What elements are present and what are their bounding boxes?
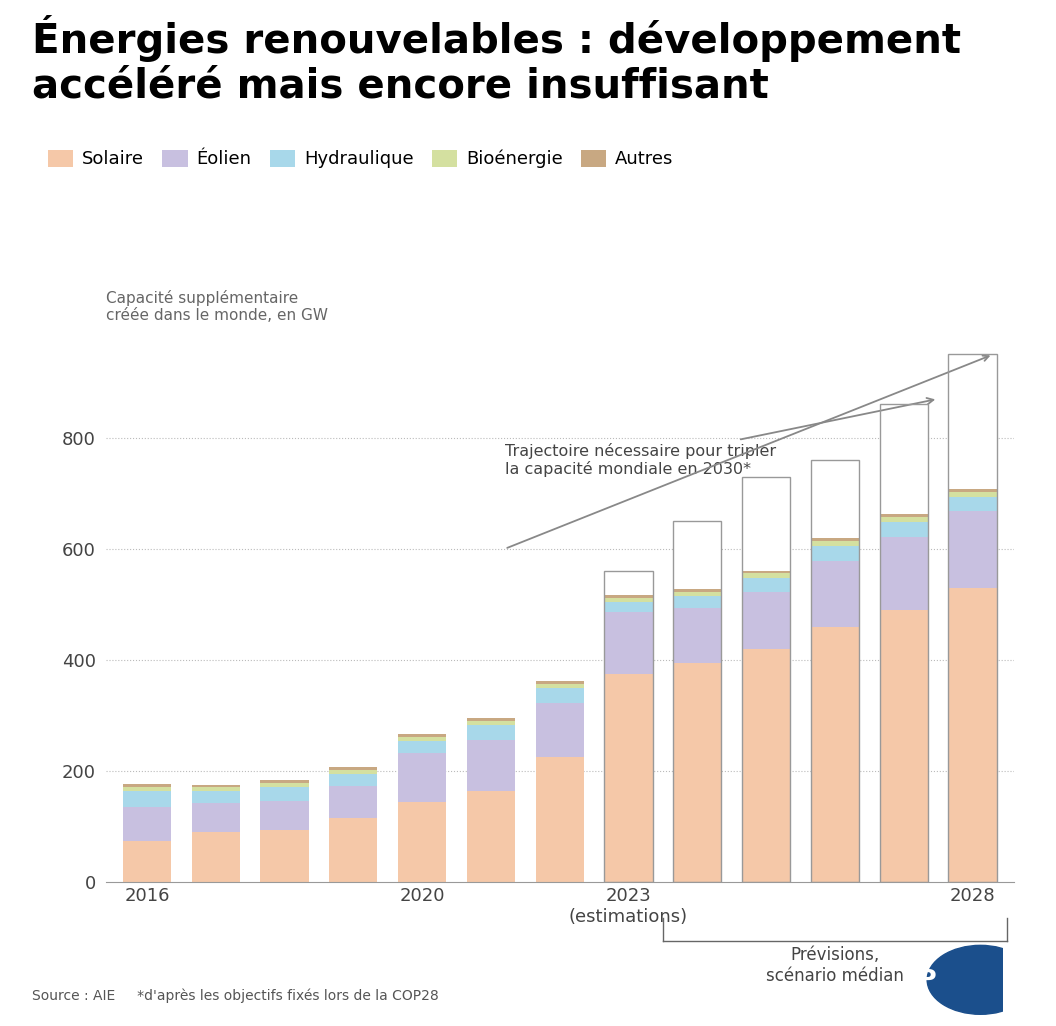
Bar <box>742 477 790 570</box>
Bar <box>880 521 928 537</box>
Bar <box>604 571 653 595</box>
Bar <box>191 803 240 832</box>
Bar <box>122 784 171 787</box>
Bar <box>122 840 171 882</box>
Bar <box>467 740 515 791</box>
Bar <box>811 627 859 882</box>
Bar <box>398 801 446 882</box>
Bar <box>948 354 997 489</box>
Text: 2016: 2016 <box>125 887 170 906</box>
Bar <box>742 570 790 574</box>
Bar <box>811 561 859 627</box>
Bar <box>467 791 515 882</box>
Bar <box>122 807 171 840</box>
Bar <box>398 753 446 801</box>
Bar <box>261 780 308 783</box>
Bar <box>948 492 997 498</box>
Bar <box>191 787 240 791</box>
Bar <box>604 674 653 882</box>
Bar <box>535 757 584 882</box>
Legend: Solaire, Éolien, Hydraulique, Bioénergie, Autres: Solaire, Éolien, Hydraulique, Bioénergie… <box>41 143 681 175</box>
Bar <box>880 404 928 514</box>
Text: Source : AIE     *d'après les objectifs fixés lors de la COP28: Source : AIE *d'après les objectifs fixé… <box>32 989 438 1003</box>
Bar <box>674 663 721 882</box>
Bar <box>674 521 721 882</box>
Bar <box>398 741 446 753</box>
Bar <box>674 592 721 596</box>
Bar <box>261 787 308 800</box>
Text: 2028: 2028 <box>949 887 996 906</box>
Bar <box>535 703 584 757</box>
Text: AFP: AFP <box>883 968 938 992</box>
Bar <box>948 489 997 492</box>
Bar <box>329 767 377 771</box>
Bar <box>811 460 859 882</box>
Text: accéléré mais encore insuffisant: accéléré mais encore insuffisant <box>32 67 769 107</box>
Bar <box>742 648 790 882</box>
Bar <box>811 546 859 561</box>
Bar <box>122 791 171 807</box>
Bar <box>261 830 308 882</box>
Bar <box>604 595 653 598</box>
Bar <box>811 539 859 541</box>
Bar <box>948 498 997 511</box>
Text: Trajectoire nécessaire pour tripler
la capacité mondiale en 2030*: Trajectoire nécessaire pour tripler la c… <box>505 398 934 477</box>
Bar <box>811 541 859 546</box>
Bar <box>674 589 721 592</box>
Bar <box>604 598 653 602</box>
Bar <box>329 771 377 774</box>
Bar <box>329 819 377 882</box>
Bar <box>261 783 308 787</box>
Bar <box>674 608 721 663</box>
Text: Prévisions,
scénario médian: Prévisions, scénario médian <box>766 946 904 985</box>
Bar <box>535 684 584 687</box>
Bar <box>811 460 859 539</box>
Bar <box>948 588 997 882</box>
Bar <box>948 354 997 882</box>
Bar <box>604 571 653 882</box>
Bar <box>261 800 308 830</box>
Bar <box>742 579 790 592</box>
Bar <box>329 786 377 819</box>
Bar <box>742 592 790 648</box>
Bar <box>880 537 928 610</box>
Bar <box>467 724 515 740</box>
Bar <box>948 511 997 588</box>
Text: Énergies renouvelables : développement: Énergies renouvelables : développement <box>32 15 961 63</box>
Bar <box>398 737 446 741</box>
Circle shape <box>927 945 1034 1015</box>
Bar <box>191 791 240 803</box>
Bar <box>880 610 928 882</box>
Bar <box>880 517 928 521</box>
Bar <box>191 832 240 882</box>
Bar <box>604 611 653 674</box>
Bar <box>329 774 377 786</box>
Bar <box>880 404 928 882</box>
Text: Capacité supplémentaire
créée dans le monde, en GW: Capacité supplémentaire créée dans le mo… <box>106 289 327 323</box>
Bar <box>122 787 171 791</box>
Bar <box>674 596 721 608</box>
Bar <box>535 687 584 703</box>
Bar <box>398 734 446 737</box>
Bar <box>742 477 790 882</box>
Bar <box>191 785 240 787</box>
Bar <box>674 521 721 589</box>
Bar <box>467 720 515 724</box>
Text: 2023
(estimations): 2023 (estimations) <box>569 887 689 926</box>
Bar <box>467 718 515 720</box>
Bar <box>604 602 653 611</box>
Bar <box>880 514 928 517</box>
Bar <box>535 681 584 684</box>
Bar <box>742 574 790 579</box>
Text: 2020: 2020 <box>399 887 445 906</box>
